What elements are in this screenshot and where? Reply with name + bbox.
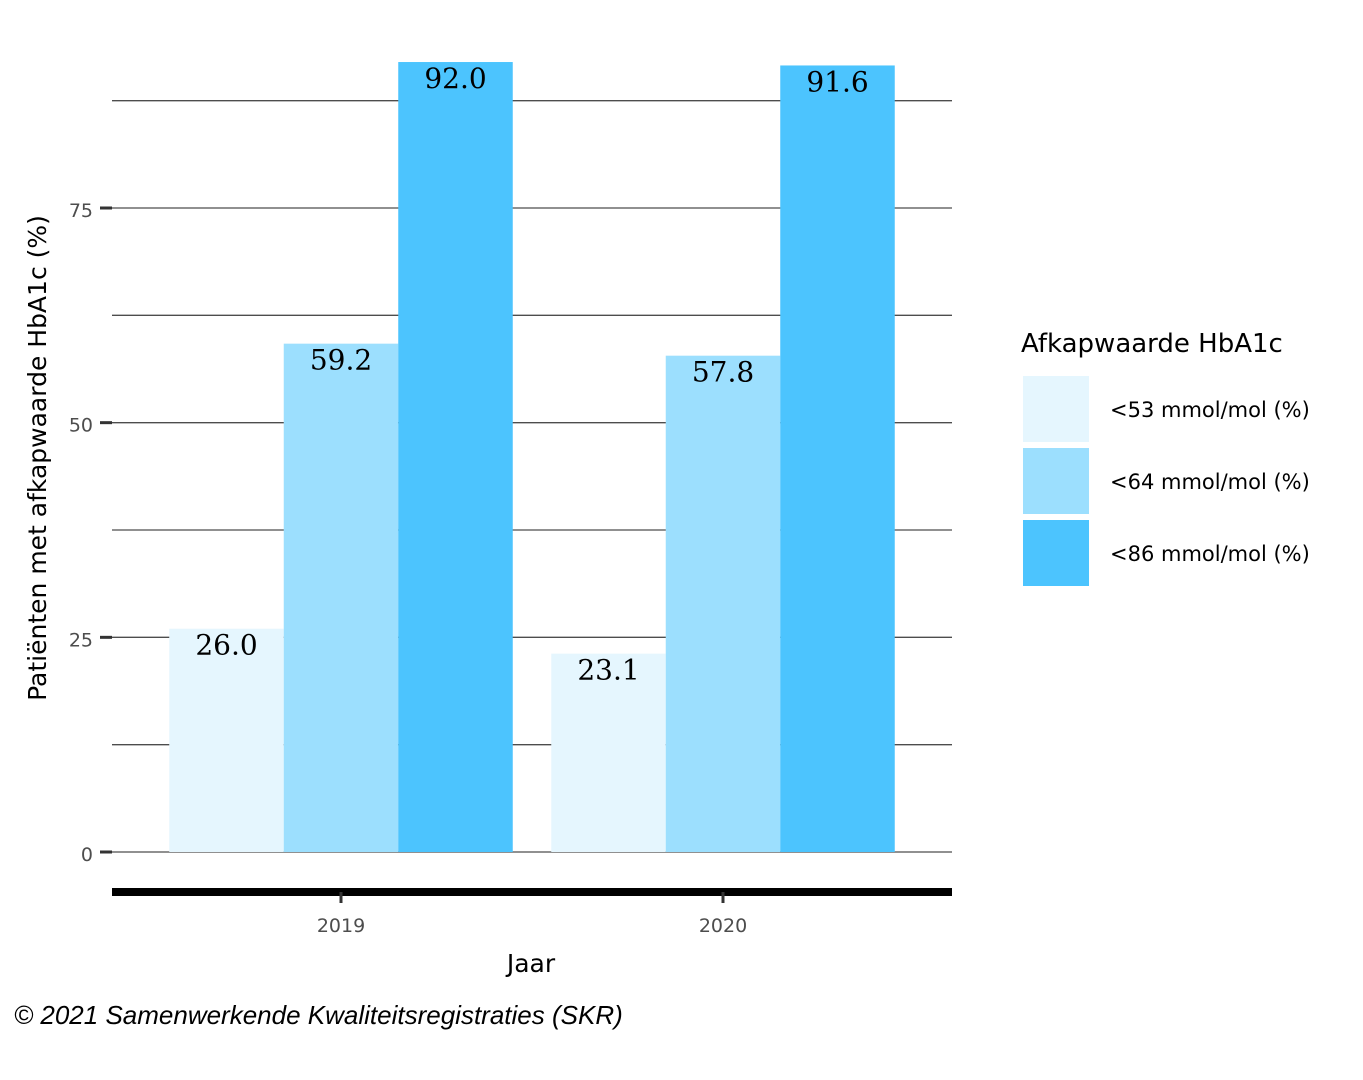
bar bbox=[665, 355, 781, 852]
legend-label: <86 mmol/mol (%) bbox=[1110, 542, 1310, 566]
bar bbox=[780, 65, 895, 853]
data-label: 92.0 bbox=[424, 62, 486, 95]
legend-key bbox=[1023, 448, 1089, 514]
legend-label: <53 mmol/mol (%) bbox=[1110, 398, 1310, 422]
legend-title: Afkapwaarde HbA1c bbox=[1021, 329, 1283, 359]
data-label: 23.1 bbox=[577, 654, 639, 687]
y-tick-label: 0 bbox=[81, 844, 93, 866]
y-tick-label: 75 bbox=[69, 200, 93, 222]
copyright-caption: © 2021 Samenwerkende Kwaliteitsregistrat… bbox=[14, 1000, 623, 1030]
legend-key bbox=[1023, 376, 1089, 442]
bar bbox=[283, 343, 399, 852]
bar bbox=[169, 628, 284, 852]
legend-label: <64 mmol/mol (%) bbox=[1110, 470, 1310, 494]
data-label: 57.8 bbox=[692, 356, 754, 389]
x-axis-title: Jaar bbox=[505, 949, 556, 978]
y-tick-label: 50 bbox=[69, 415, 93, 437]
y-tick-label: 25 bbox=[69, 629, 93, 651]
x-tick-label: 2020 bbox=[699, 915, 747, 937]
data-label: 26.0 bbox=[195, 629, 257, 662]
bar bbox=[551, 653, 666, 852]
legend-key bbox=[1023, 520, 1089, 586]
data-label: 91.6 bbox=[806, 65, 868, 98]
x-tick-label: 2019 bbox=[317, 915, 365, 937]
bar bbox=[398, 62, 513, 852]
y-axis-title: Patiënten met afkapwaarde HbA1c (%) bbox=[23, 215, 52, 701]
data-label: 59.2 bbox=[310, 344, 372, 377]
